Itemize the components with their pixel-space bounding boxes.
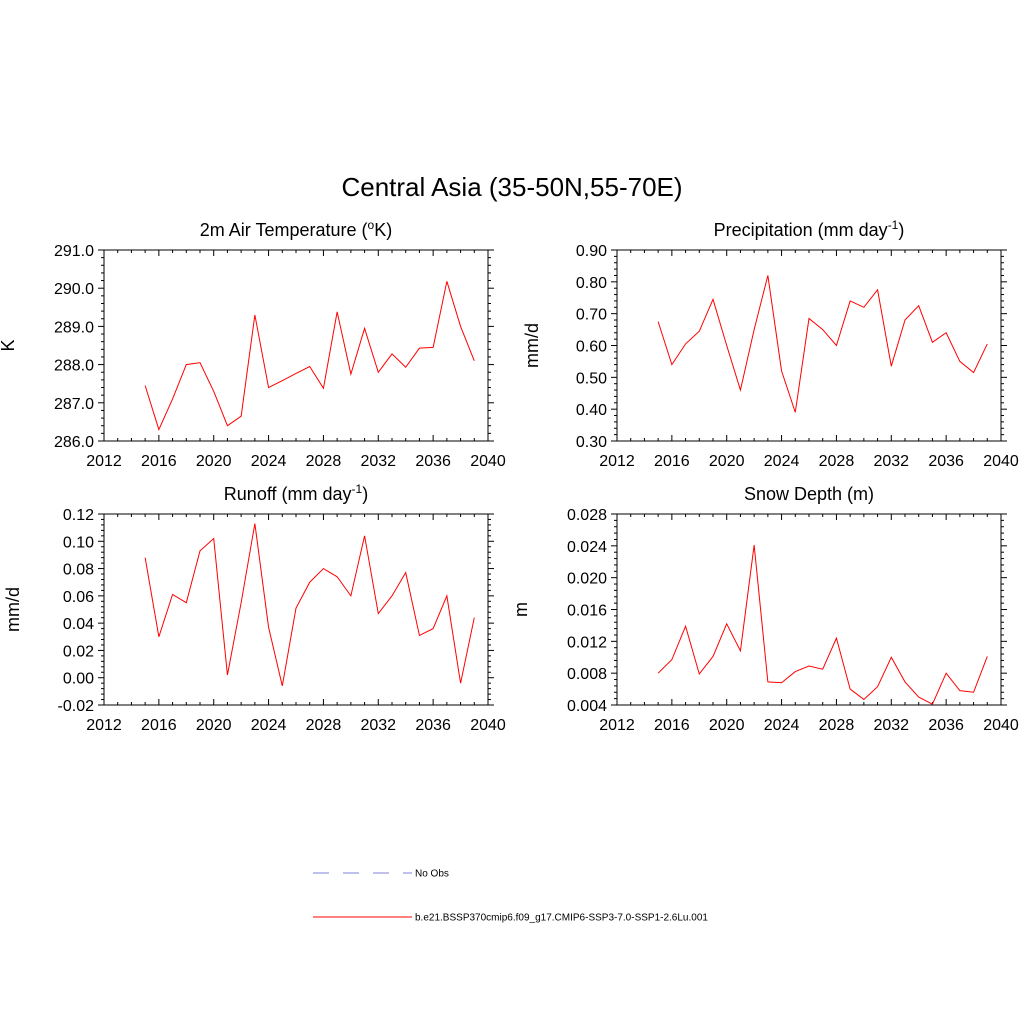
- panel-runoff-mm-day: Runoff (mm day-1) 2012 2016 2020 2024 2028 203…: [3, 482, 506, 734]
- x-tick-label: 2036: [928, 453, 964, 470]
- x-tick-label: 2016: [141, 717, 177, 734]
- y-tick-label: 0.020: [567, 571, 607, 588]
- series-line: [144, 523, 475, 687]
- y-tick-label: 291.0: [54, 243, 94, 260]
- y-axis-label: K: [0, 339, 18, 351]
- y-tick-label: 0.10: [63, 534, 94, 551]
- legend-label-no-obs: No Obs: [415, 869, 449, 880]
- x-tick-label: 2040: [470, 717, 506, 734]
- plot-frame: [103, 249, 489, 442]
- panel-title-superscript: o: [368, 218, 375, 232]
- x-tick-label: 2036: [415, 453, 451, 470]
- y-tick-label: 290.0: [54, 281, 94, 298]
- y-tick-label: 0.08: [63, 562, 94, 579]
- y-tick-label: 288.0: [54, 358, 94, 375]
- y-tick-label: 0.02: [63, 643, 94, 660]
- x-tick-label: 2020: [196, 717, 232, 734]
- x-tick-label: 2036: [928, 717, 964, 734]
- x-tick-label: 2040: [983, 717, 1019, 734]
- x-tick-label: 2032: [360, 717, 396, 734]
- y-tick-label: 0.06: [63, 589, 94, 606]
- legend-label-model: b.e21.BSSP370cmip6.f09_g17.CMIP6-SSP3-7.…: [415, 913, 708, 924]
- x-tick-label: 2024: [764, 717, 800, 734]
- y-tick-label: 0.50: [576, 370, 607, 387]
- x-tick-label: 2012: [599, 453, 635, 470]
- x-tick-label: 2028: [306, 717, 342, 734]
- x-tick-label: 2020: [196, 453, 232, 470]
- y-tick-label: 0.008: [567, 666, 607, 683]
- y-tick-label: 0.70: [576, 307, 607, 324]
- x-tick-label: 2040: [983, 453, 1019, 470]
- x-tick-label: 2028: [819, 717, 855, 734]
- y-axis-label: mm/d: [3, 587, 23, 632]
- x-tick-label: 2040: [470, 453, 506, 470]
- y-tick-label: 287.0: [54, 396, 94, 413]
- x-tick-label: 2024: [251, 717, 287, 734]
- panel-snow-depth-m: Snow Depth (m) 2012 2016 2020 2024 2028 2032 20…: [511, 484, 1019, 734]
- x-tick-label: 2012: [86, 453, 122, 470]
- y-axis-label: m: [511, 602, 531, 617]
- y-tick-label: 286.0: [54, 434, 94, 451]
- x-tick-label: 2024: [764, 453, 800, 470]
- y-tick-label: 0.30: [576, 434, 607, 451]
- x-tick-label: 2012: [599, 717, 635, 734]
- panel-title-superscript: -1: [352, 482, 363, 496]
- y-tick-label: 0.90: [576, 243, 607, 260]
- series-line: [657, 544, 988, 705]
- y-tick-label: 0.012: [567, 634, 607, 651]
- panel-precipitation-mm-day: Precipitation (mm day-1) 2012 2016 2020 2024…: [522, 218, 1019, 470]
- panel-title-text: Snow Depth (m): [744, 484, 874, 504]
- y-tick-label: 0.80: [576, 275, 607, 292]
- panels: 2m Air Temperature (oK)2012 2016 2020 2024 2…: [0, 218, 1019, 734]
- y-tick-label: 0.016: [567, 603, 607, 620]
- panel-title-text: 2m Air Temperature (: [200, 220, 368, 240]
- panel-title: 2m Air Temperature (oK): [200, 218, 392, 240]
- x-tick-label: 2016: [141, 453, 177, 470]
- panel-2m-air-temperature-k: 2m Air Temperature (oK) 2012 2016 2020 2024 2…: [0, 218, 506, 470]
- x-tick-label: 2036: [415, 717, 451, 734]
- y-tick-label: 0.028: [567, 507, 607, 524]
- series-line: [657, 275, 988, 413]
- y-tick-label: 0.12: [63, 507, 94, 524]
- panel-title-text: Runoff (mm day: [224, 484, 352, 504]
- x-tick-label: 2020: [709, 453, 745, 470]
- panel-title-text: Precipitation (mm day: [714, 220, 888, 240]
- y-tick-label: 0.04: [63, 616, 94, 633]
- x-tick-label: 2024: [251, 453, 287, 470]
- x-tick-label: 2032: [873, 453, 909, 470]
- y-axis-label: mm/d: [522, 323, 542, 368]
- x-tick-label: 2016: [654, 717, 690, 734]
- panel-title: Runoff (mm day-1): [224, 482, 368, 504]
- panel-title-text-end: K): [374, 220, 392, 240]
- x-tick-label: 2028: [306, 453, 342, 470]
- panel-title-text-end: ): [362, 484, 368, 504]
- y-tick-label: -0.02: [58, 698, 95, 715]
- legend: No Obs b.e21.BSSP370cmip6.f09_g17.CMIP6-…: [313, 869, 708, 924]
- x-tick-label: 2032: [873, 717, 909, 734]
- y-tick-label: 0.004: [567, 698, 607, 715]
- x-tick-label: 2012: [86, 717, 122, 734]
- figure-title: Central Asia (35-50N,55-70E): [341, 172, 682, 202]
- y-tick-label: 0.00: [63, 671, 94, 688]
- series-line: [144, 281, 475, 431]
- y-tick-label: 289.0: [54, 319, 94, 336]
- x-tick-label: 2032: [360, 453, 396, 470]
- panel-title-superscript: -1: [888, 218, 899, 232]
- plot-frame: [616, 249, 1002, 442]
- y-tick-label: 0.40: [576, 402, 607, 419]
- panel-title: Precipitation (mm day-1): [714, 218, 905, 240]
- panel-title-text-end: ): [898, 220, 904, 240]
- y-tick-label: 0.60: [576, 339, 607, 356]
- x-tick-label: 2016: [654, 453, 690, 470]
- x-tick-label: 2028: [819, 453, 855, 470]
- plot-frame: [616, 513, 1002, 706]
- panel-title: Snow Depth (m): [744, 484, 874, 504]
- y-tick-label: 0.024: [567, 539, 607, 556]
- x-tick-label: 2020: [709, 717, 745, 734]
